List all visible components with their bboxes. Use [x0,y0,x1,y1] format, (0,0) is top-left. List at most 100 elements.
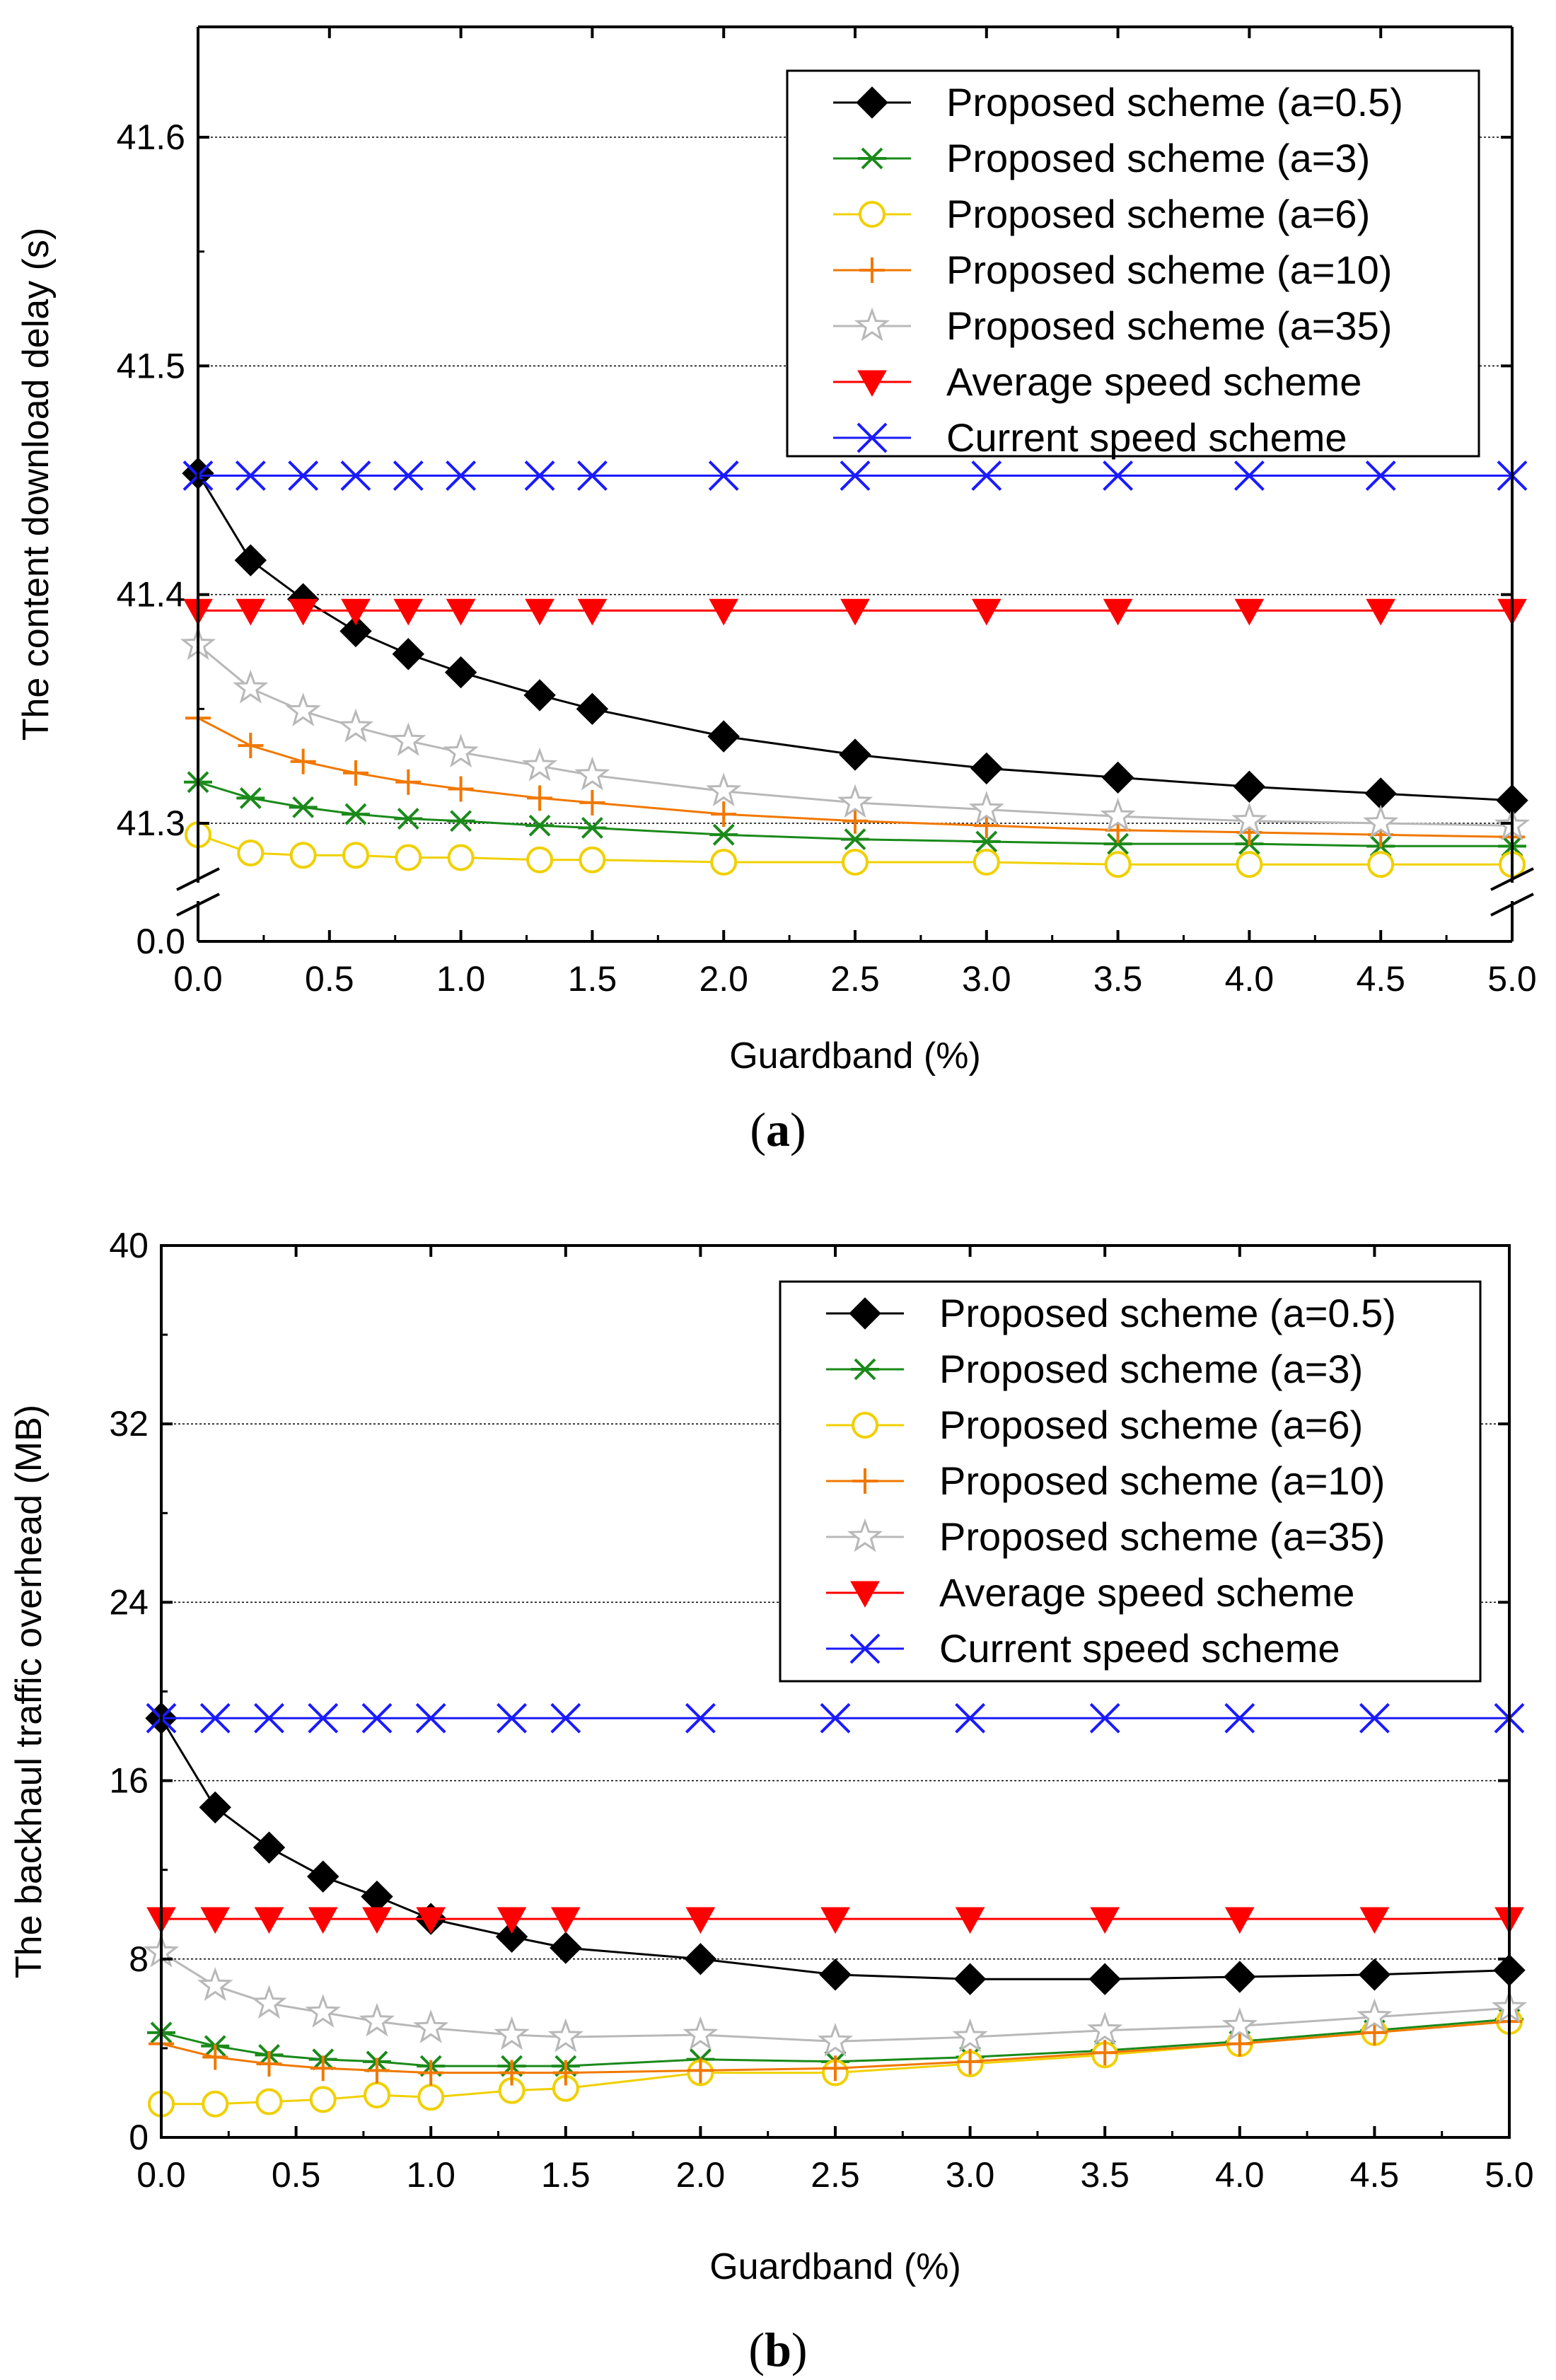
chart-b-y-ticks: 0 8 16 24 32 40 [109,1226,1509,2157]
x-tick-label: 4.5 [1356,959,1405,999]
y-tick-label: 16 [109,1761,149,1801]
legend-marker [859,201,886,228]
data-point [970,752,1003,785]
data-point [342,842,369,869]
data-point [308,1702,339,1734]
legend-item: Proposed scheme (a=3) [833,136,1370,180]
data-point [819,1958,852,1991]
x-tick-label: 0.0 [173,959,223,999]
data-point [364,2057,390,2084]
data-point [685,1907,716,1934]
data-point [527,785,553,811]
data-point [197,1967,233,2002]
x-tick-label: 2.0 [699,959,748,999]
x-tick-label: 1.5 [568,959,617,999]
data-point [526,814,555,837]
data-point [415,1702,446,1734]
x-tick-label: 1.0 [436,959,486,999]
legend-marker [858,147,886,170]
legend-marker [852,1412,878,1439]
legend-label: Average speed scheme [946,359,1362,404]
data-point [199,1791,231,1824]
data-point [708,460,739,491]
data-point [446,460,477,491]
x-tick-label: 1.0 [406,2155,455,2195]
x-tick-label: 2.5 [811,2155,860,2195]
break-mark [176,867,220,891]
data-point [823,2055,848,2082]
x-axis-label: Guardband (%) [729,1035,981,1076]
data-point [576,692,609,726]
y-tick-label: 8 [129,1939,149,1979]
data-point [200,1907,231,1934]
data-point [418,2060,444,2086]
data-point [684,1943,717,1975]
data-point [236,787,265,809]
data-point [1224,1907,1255,1934]
legend-item: Current speed scheme [833,415,1347,460]
legend-item: Current speed scheme [826,1626,1340,1671]
y-tick-label: 41.3 [117,803,185,843]
data-point [447,844,475,871]
data-point [254,1907,284,1934]
data-point [235,460,266,491]
data-point [1367,851,1395,878]
legend-item: Proposed scheme (a=3) [826,1347,1363,1391]
x-tick-label: 0.0 [137,2155,186,2195]
data-point [577,598,608,626]
data-point [308,1907,338,1934]
data-point [837,784,873,818]
legend-label: Proposed scheme (a=0.5) [939,1291,1396,1335]
data-point [579,846,606,873]
data-point [709,598,739,626]
data-point [710,848,738,876]
chart-b-x-ticks: 0.0 0.5 1.0 1.5 2.0 2.5 3.0 3.5 4.0 4.5 5.0 [137,1246,1534,2195]
data-point [1100,797,1136,832]
x-tick-label: 3.0 [962,959,1011,999]
data-point [687,2057,714,2084]
legend-item: Average speed scheme [833,359,1362,404]
data-point [494,2016,530,2050]
y-tick-label: 24 [109,1582,149,1622]
data-point [547,2018,584,2053]
y-axis-label: The backhaul traffic overhead (MB) [8,1405,50,1978]
data-point [289,796,318,818]
data-point [1363,804,1399,839]
data-point [289,842,317,869]
data-point [252,1831,286,1864]
data-point [342,760,368,786]
data-point [957,2048,983,2074]
data-point [1236,851,1263,878]
chart-a-x-ticks: 0.0 0.5 1.0 1.5 2.0 2.5 3.0 3.5 4.0 4.5 5.0 [173,27,1537,999]
data-point [711,801,737,828]
data-point [1101,761,1134,794]
data-point [288,598,318,626]
data-point [413,2009,449,2043]
legend-marker [854,307,890,342]
legend-label: Proposed scheme (a=0.5) [946,80,1403,124]
legend-label: Average speed scheme [939,1570,1354,1615]
data-point [525,598,555,626]
legend-marker [851,1358,879,1381]
legend-marker [852,1468,878,1494]
legend-label: Proposed scheme (a=10) [939,1458,1385,1503]
chart-b-legend: Proposed scheme (a=0.5) Proposed scheme (… [779,1280,1482,1683]
data-point [1231,802,1267,837]
x-tick-label: 3.5 [1080,2155,1130,2195]
series-x [146,1702,1525,1734]
data-point [842,848,869,876]
data-point [495,1920,528,1953]
series-triangle-down [146,1907,1524,1934]
x-tick-label: 3.0 [946,2155,995,2195]
data-point [820,1907,850,1934]
y-tick-label: 40 [109,1226,149,1265]
data-point [499,2060,525,2086]
data-point [1226,2031,1253,2057]
data-point [202,2044,228,2070]
data-point [524,460,555,491]
data-point [550,1702,581,1734]
data-point [233,669,269,704]
data-point [307,1860,339,1893]
y-tick-label: 0.0 [136,922,185,961]
legend-label: Proposed scheme (a=35) [939,1514,1385,1559]
